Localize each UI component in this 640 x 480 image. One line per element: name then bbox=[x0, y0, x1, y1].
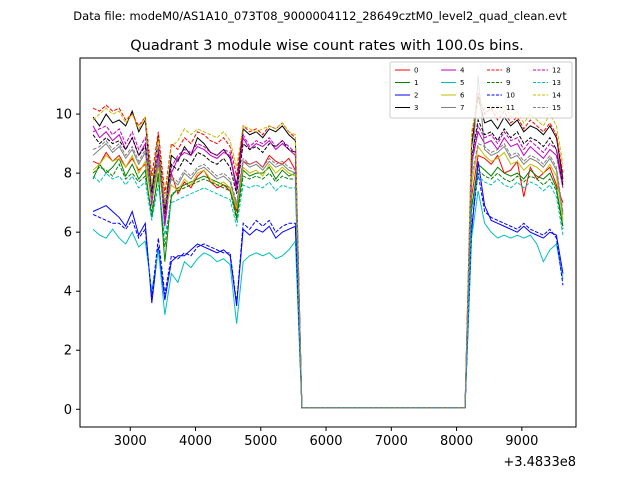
legend-label-10: 10 bbox=[506, 92, 515, 100]
legend-label-1: 1 bbox=[414, 79, 418, 87]
legend-label-15: 15 bbox=[552, 104, 561, 112]
legend-label-7: 7 bbox=[460, 104, 464, 112]
legend-label-8: 8 bbox=[506, 67, 510, 75]
legend-label-14: 14 bbox=[552, 92, 561, 100]
legend-label-13: 13 bbox=[552, 79, 561, 87]
x-tick-label: 9000 bbox=[505, 434, 538, 449]
x-tick-label: 7000 bbox=[375, 434, 408, 449]
x-tick-label: 5000 bbox=[244, 434, 277, 449]
y-tick-label: 10 bbox=[55, 108, 72, 123]
legend-label-0: 0 bbox=[414, 67, 418, 75]
x-tick-label: 6000 bbox=[309, 434, 342, 449]
y-tick-label: 8 bbox=[64, 167, 72, 182]
legend-label-11: 11 bbox=[506, 104, 515, 112]
y-tick-label: 6 bbox=[64, 226, 72, 241]
y-tick-label: 0 bbox=[64, 403, 72, 418]
legend-label-4: 4 bbox=[460, 67, 465, 75]
legend-label-3: 3 bbox=[414, 104, 418, 112]
legend-label-2: 2 bbox=[414, 92, 418, 100]
x-axis: 3000 4000 5000 6000 7000 8000 9000 bbox=[114, 427, 538, 449]
x-offset-label: +3.4833e8 bbox=[503, 455, 576, 470]
chart-title: Quadrant 3 module wise count rates with … bbox=[130, 38, 524, 54]
x-tick-label: 8000 bbox=[440, 434, 473, 449]
legend-label-5: 5 bbox=[460, 79, 464, 87]
series-line-13 bbox=[92, 172, 564, 409]
y-axis: 0 2 4 6 8 10 bbox=[55, 108, 80, 418]
legend-box bbox=[389, 61, 573, 119]
y-tick-label: 4 bbox=[64, 285, 72, 300]
legend-label-6: 6 bbox=[460, 92, 465, 100]
series-line-15 bbox=[92, 139, 564, 409]
y-tick-label: 2 bbox=[64, 344, 72, 359]
legend-label-9: 9 bbox=[506, 79, 510, 87]
figure-suptitle: Data file: modeM0/AS1A10_073T08_90000041… bbox=[73, 9, 567, 23]
x-tick-label: 3000 bbox=[114, 434, 147, 449]
plot-frame bbox=[79, 57, 577, 428]
x-tick-label: 4000 bbox=[179, 434, 212, 449]
legend-label-12: 12 bbox=[552, 67, 561, 75]
